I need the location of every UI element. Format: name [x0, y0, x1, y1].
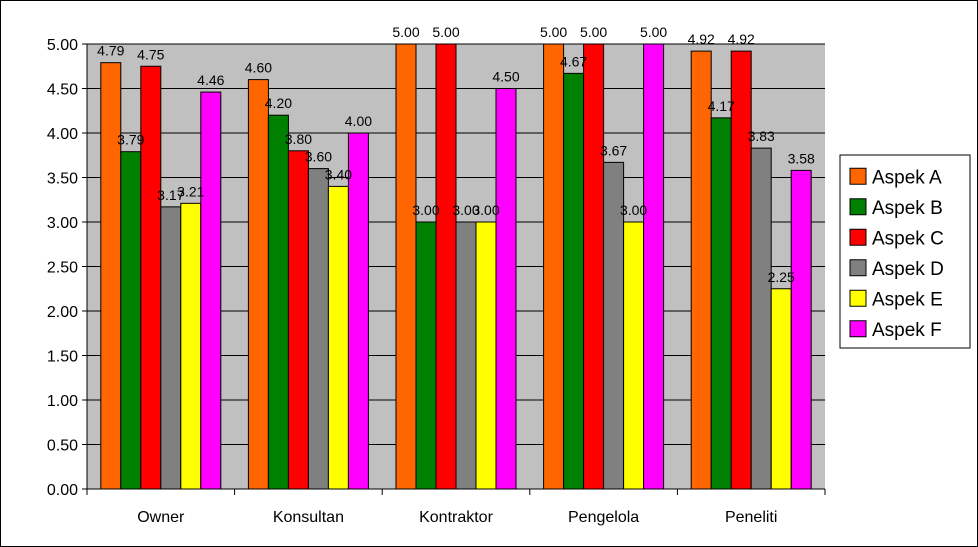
y-tick-labels: 0.00 0.50 1.00 1.50 2.00 2.50 3.00 3.50 4.00 4.50…: [47, 37, 78, 499]
data-label: 3.60: [305, 149, 332, 165]
data-label: 5.00: [540, 24, 567, 40]
bar: [435, 43, 457, 490]
data-label: 4.46: [197, 72, 224, 88]
bar: [710, 117, 732, 490]
bar: [790, 169, 812, 490]
data-label: 3.83: [748, 128, 775, 144]
legend-label: Aspek C: [872, 228, 944, 249]
bar: [415, 221, 437, 490]
y-tick-label: 4.00: [47, 126, 78, 143]
bar: [307, 168, 329, 490]
x-tick-label: Peneliti: [725, 509, 777, 526]
bar: [690, 50, 712, 490]
legend-swatch: [849, 289, 867, 307]
bar: [583, 43, 605, 490]
bar: [347, 132, 369, 490]
data-label: 4.92: [728, 31, 755, 47]
data-label: 4.20: [265, 95, 292, 111]
legend-label: Aspek A: [872, 167, 942, 188]
data-label: 4.50: [492, 69, 519, 85]
legend-swatch: [849, 228, 867, 246]
y-tick-label: 3.50: [47, 171, 78, 188]
bar: [287, 150, 309, 490]
bar: [455, 221, 477, 490]
legend-swatch: [849, 167, 867, 185]
y-tick-label: 5.00: [47, 37, 78, 54]
data-label: 3.00: [472, 202, 499, 218]
bar: [267, 114, 289, 490]
bar: [247, 79, 269, 490]
y-tick-label: 0.00: [47, 482, 78, 499]
legend-label: Aspek F: [872, 320, 942, 341]
data-label: 3.17: [157, 187, 184, 203]
x-tick-label: Owner: [137, 509, 185, 526]
bar: [100, 62, 122, 490]
y-tick-label: 2.00: [47, 304, 78, 321]
data-label: 3.80: [285, 131, 312, 147]
y-tick-label: 4.50: [47, 82, 78, 99]
data-label: 5.00: [580, 24, 607, 40]
bar: [623, 221, 645, 490]
data-label: 2.25: [768, 269, 795, 285]
data-label: 4.17: [708, 98, 735, 114]
bar: [770, 288, 792, 490]
bar: [395, 43, 417, 490]
bars: [100, 43, 812, 490]
bar: [180, 202, 202, 490]
bar: [160, 206, 182, 490]
data-label: 3.00: [412, 202, 439, 218]
legend-swatch: [849, 320, 867, 338]
y-tick-label: 3.00: [47, 215, 78, 232]
x-tick-labels: Owner Konsultan Kontraktor Pengelola Penelit…: [137, 509, 777, 526]
data-label: 3.21: [177, 183, 204, 199]
data-label: 3.67: [600, 142, 627, 158]
x-tick-label: Konsultan: [273, 509, 344, 526]
data-label: 3.79: [117, 132, 144, 148]
data-label: 5.00: [640, 24, 667, 40]
legend-label: Aspek E: [872, 289, 943, 310]
bar: [327, 185, 349, 490]
bar: [475, 221, 497, 490]
bar: [120, 151, 142, 490]
data-label: 5.00: [392, 24, 419, 40]
y-tick-label: 1.50: [47, 349, 78, 366]
data-label: 4.79: [97, 43, 124, 59]
x-tick-label: Kontraktor: [419, 509, 493, 526]
data-labels: 4.79 3.79 4.75 3.173.21 4.46 4.60 4.20 3.80 3.60…: [97, 24, 815, 285]
y-tick-label: 2.50: [47, 260, 78, 277]
bar: [543, 43, 565, 490]
data-label: 4.67: [560, 53, 587, 69]
bar: [495, 88, 517, 490]
legend-swatch: [849, 259, 867, 277]
data-label: 3.00: [452, 202, 479, 218]
y-tick-label: 0.50: [47, 438, 78, 455]
data-label: 4.00: [345, 113, 372, 129]
legend-box: [839, 154, 971, 349]
x-tick-label: Pengelola: [568, 509, 639, 526]
data-label: 4.92: [688, 31, 715, 47]
bar: [200, 91, 222, 490]
legend-label: Aspek D: [872, 259, 944, 280]
data-label: 3.58: [788, 150, 815, 166]
data-label: 3.00: [620, 202, 647, 218]
legend-label: Aspek B: [872, 198, 943, 219]
bar: [563, 72, 585, 490]
bar: [140, 65, 162, 490]
bar: [730, 50, 752, 490]
legend-swatch: [849, 198, 867, 216]
y-tick-label: 1.00: [47, 393, 78, 410]
bar: [750, 147, 772, 490]
legend: Aspek A Aspek B Aspek C Aspek D Aspek E Aspek…: [839, 154, 971, 349]
axes: [82, 43, 826, 495]
data-label: 4.75: [137, 46, 164, 62]
data-label: 4.60: [245, 60, 272, 76]
data-label: 3.40: [325, 166, 352, 182]
data-label: 5.00: [432, 24, 459, 40]
bar: [643, 43, 665, 490]
